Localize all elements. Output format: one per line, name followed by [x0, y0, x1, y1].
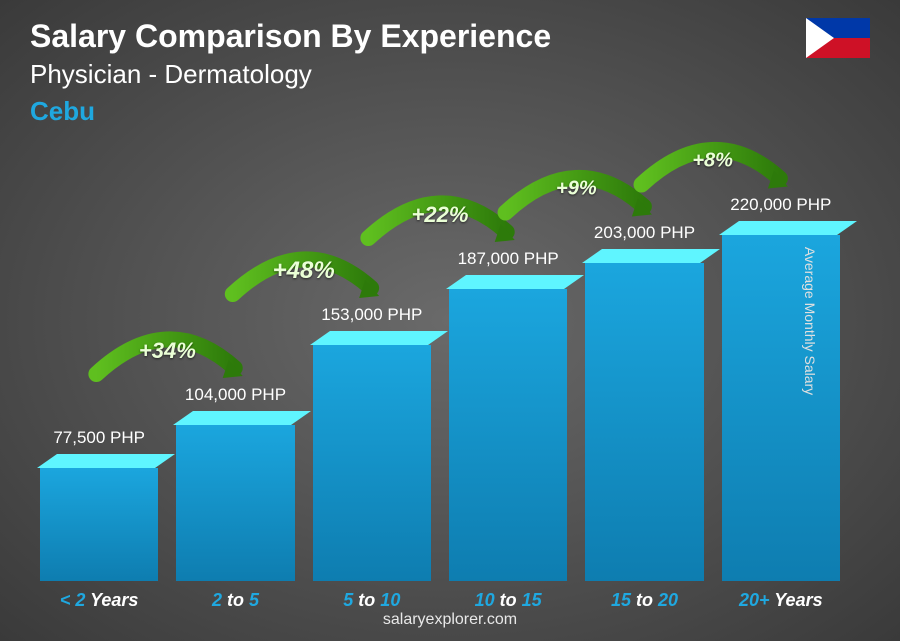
increment-text: +8%	[692, 150, 733, 172]
increment-label: +8%	[692, 150, 733, 173]
increment-label: +9%	[556, 178, 597, 201]
bar	[722, 221, 840, 581]
bar-x-label: < 2 Years	[60, 590, 139, 611]
bar	[585, 249, 703, 581]
bar-x-label: 15 to 20	[611, 590, 678, 611]
bar-value-label: 187,000 PHP	[458, 249, 559, 269]
increment-label: +48%	[273, 257, 335, 285]
chart-location: Cebu	[30, 96, 870, 127]
bar-value-label: 153,000 PHP	[321, 305, 422, 325]
increment-text: +48%	[273, 257, 335, 284]
bar	[449, 275, 567, 581]
increment-text: +9%	[556, 178, 597, 200]
footer-attribution: salaryexplorer.com	[0, 611, 900, 629]
bar-x-label: 10 to 15	[475, 590, 542, 611]
chart-header: Salary Comparison By Experience Physicia…	[30, 18, 870, 127]
bar-value-label: 104,000 PHP	[185, 385, 286, 405]
bar	[313, 331, 431, 581]
bar	[176, 411, 294, 581]
increment-text: +22%	[412, 202, 469, 227]
increment-label: +22%	[412, 202, 469, 228]
bar-column: 153,000 PHP5 to 10	[313, 305, 431, 581]
bar-value-label: 203,000 PHP	[594, 223, 695, 243]
bar-column: 104,000 PHP2 to 5	[176, 385, 294, 581]
bar-value-label: 220,000 PHP	[730, 195, 831, 215]
bar-column: 203,000 PHP15 to 20	[585, 223, 703, 581]
bar-chart: 77,500 PHP< 2 Years104,000 PHP2 to 5153,…	[40, 151, 840, 581]
y-axis-label: Average Monthly Salary	[802, 246, 818, 394]
bar-x-label: 5 to 10	[343, 590, 400, 611]
flag-icon	[806, 18, 870, 58]
chart-title: Salary Comparison By Experience	[30, 18, 870, 55]
increment-text: +34%	[139, 338, 196, 363]
increment-label: +34%	[139, 338, 196, 364]
chart-subtitle: Physician - Dermatology	[30, 59, 870, 90]
bar-column: 77,500 PHP< 2 Years	[40, 428, 158, 581]
bar	[40, 454, 158, 581]
bar-column: 220,000 PHP20+ Years	[722, 195, 840, 581]
bar-x-label: 2 to 5	[212, 590, 259, 611]
bar-value-label: 77,500 PHP	[53, 428, 145, 448]
bar-x-label: 20+ Years	[739, 590, 823, 611]
bar-column: 187,000 PHP10 to 15	[449, 249, 567, 581]
